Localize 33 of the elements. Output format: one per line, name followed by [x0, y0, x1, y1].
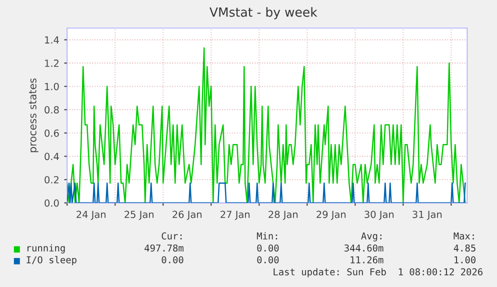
text: 1.00	[454, 256, 476, 264]
text: Max:	[454, 232, 474, 240]
legend-label: I/O sleep	[26, 256, 76, 266]
text: 0.00	[257, 244, 279, 252]
y-tick-label: 0.2	[44, 176, 58, 184]
y-tick-label: 1.0	[45, 82, 59, 90]
y-tick-label: 0.6	[44, 129, 59, 137]
x-tick-label: 31 Jan	[412, 210, 442, 220]
y-tick-label: 1.2	[45, 60, 58, 67]
y-tick-label: 0.0	[44, 199, 59, 207]
legend-label: running	[28, 244, 65, 254]
y-tick-label: 0.4	[44, 152, 59, 160]
text: Avg:	[361, 232, 382, 242]
x-tick-label: 27 Jan	[220, 210, 250, 220]
y-tick-label: 0.8	[44, 106, 59, 114]
x-tick-label: 24 Jan	[76, 210, 106, 220]
x-tick-label: 30 Jan	[364, 210, 394, 220]
x-tick-label: 25 Jan	[124, 210, 154, 220]
text: Last update: Sun Feb 1 08:00:12 2026	[274, 268, 482, 278]
x-tick-label: 26 Jan	[172, 210, 202, 220]
text: 4.85	[454, 244, 476, 252]
y-axis-title: process states	[28, 78, 38, 152]
x-tick-label: 29 Jan	[316, 210, 346, 220]
text: 0.00	[257, 256, 279, 264]
text: 0.00	[162, 256, 184, 264]
y-tick-label: 1.4	[45, 36, 59, 44]
text: 11.26m	[350, 256, 384, 264]
x-tick-label: 28 Jan	[268, 210, 298, 220]
chart-title: VMstat - by week	[210, 7, 318, 20]
text: 497.78m	[144, 244, 184, 252]
text: Cur:	[162, 232, 182, 240]
text: 344.60m	[344, 244, 384, 252]
text: Min:	[256, 232, 278, 240]
